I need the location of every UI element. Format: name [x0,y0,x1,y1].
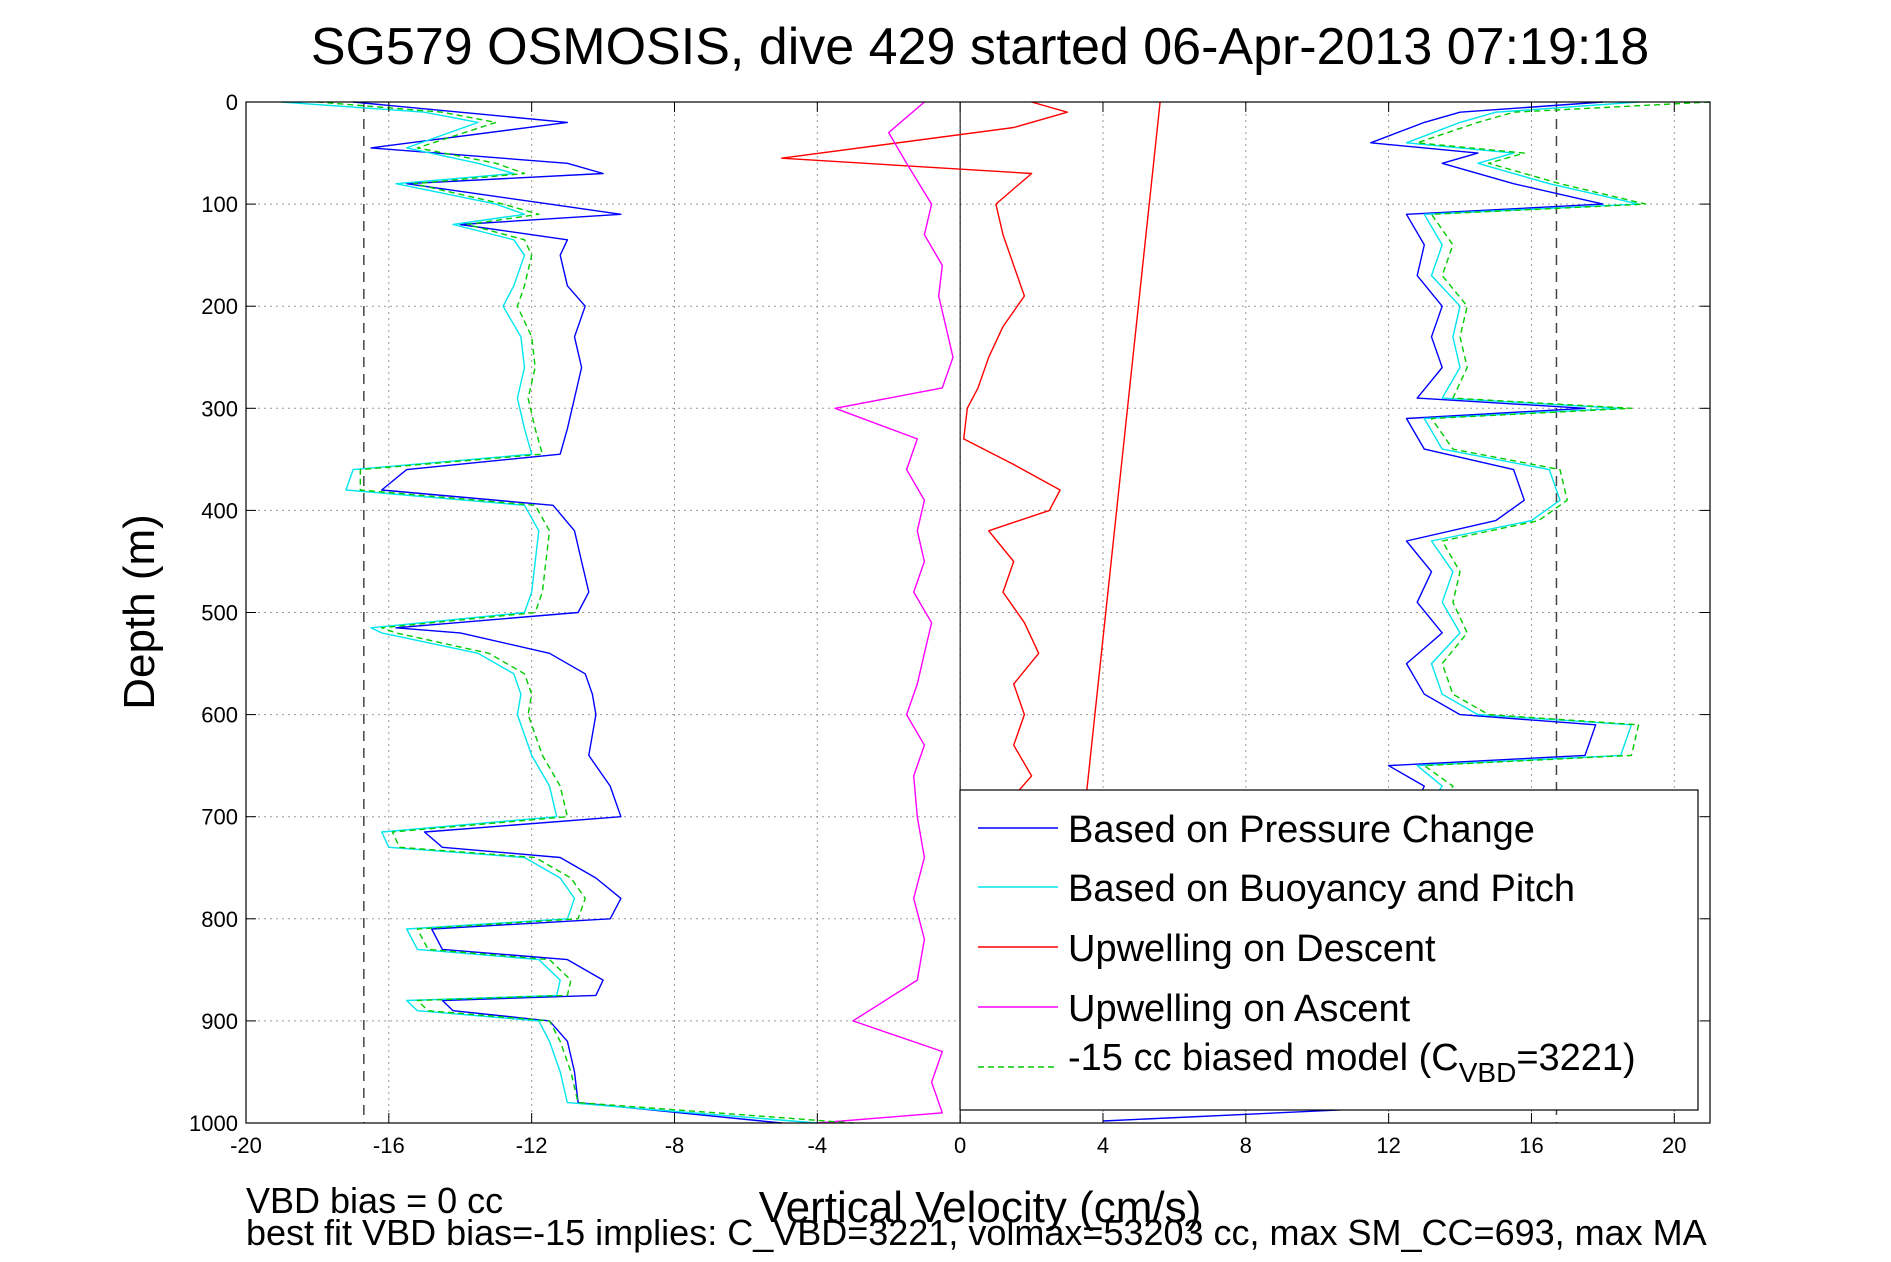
x-tick-label: -8 [665,1133,685,1158]
series-ascent-line [817,101,954,1124]
legend-label-biased-model: -15 cc biased model (CVBD=3221) [1068,1037,1636,1088]
x-axis-label: Vertical Velocity (cm/s) [759,1183,1202,1232]
legend-box [959,789,1699,1111]
legend-label-biased-main: -15 cc biased model (C [1068,1037,1459,1079]
y-tick-label: 400 [201,498,238,523]
ticks: -20 -16 -12 -8 -4 0 4 8 12 16 20010020030040050060… [189,90,1710,1158]
footer-line-1: VBD bias = 0 cc [246,1180,503,1221]
series-descent-line [780,101,1069,797]
legend-label-descent: Upwelling on Descent [1068,928,1436,970]
x-tick-label: 8 [1240,1133,1252,1158]
x-tick-label: -12 [516,1133,548,1158]
y-tick-label: 800 [201,907,238,932]
y-tick-label: 100 [201,192,238,217]
series-line-8 [1084,101,1161,807]
y-tick-label: 500 [201,601,238,626]
x-tick-label: 12 [1376,1133,1400,1158]
series-biased-model-line [317,101,854,1124]
legend-label-pressure: Based on Pressure Change [1068,809,1535,851]
legend-label-biased-sub: VBD [1459,1057,1517,1088]
x-tick-label: 4 [1097,1133,1109,1158]
chart-title: SG579 OSMOSIS, dive 429 started 06-Apr-2… [311,18,1649,76]
x-tick-label: 16 [1519,1133,1543,1158]
series-pressure-line [353,101,782,1124]
legend: Based on Pressure Change Based on Buoyan… [959,789,1699,1111]
series-line-7 [1416,101,1711,802]
x-tick-label: 20 [1662,1133,1686,1158]
legend-label-ascent: Upwelling on Ascent [1068,988,1411,1030]
y-tick-label: 300 [201,396,238,421]
y-tick-label: 900 [201,1009,238,1034]
y-axis-label: Depth (m) [115,514,164,710]
y-tick-label: 700 [201,805,238,830]
y-tick-label: 1000 [189,1111,238,1136]
footer-line-2: best fit VBD bias=-15 implies: C_VBD=322… [246,1212,1707,1253]
legend-label-buoyancy: Based on Buoyancy and Pitch [1068,868,1575,910]
series-line-5 [1370,101,1604,802]
x-tick-label: 0 [954,1133,966,1158]
series-buoyancy-line [281,101,818,1124]
y-tick-label: 600 [201,703,238,728]
y-tick-label: 0 [226,90,238,115]
x-tick-label: -4 [808,1133,828,1158]
series-line-6 [1405,101,1640,802]
y-tick-label: 200 [201,294,238,319]
x-tick-label: -16 [373,1133,405,1158]
x-tick-label: -20 [230,1133,262,1158]
legend-label-biased-suffix: =3221) [1516,1037,1635,1079]
